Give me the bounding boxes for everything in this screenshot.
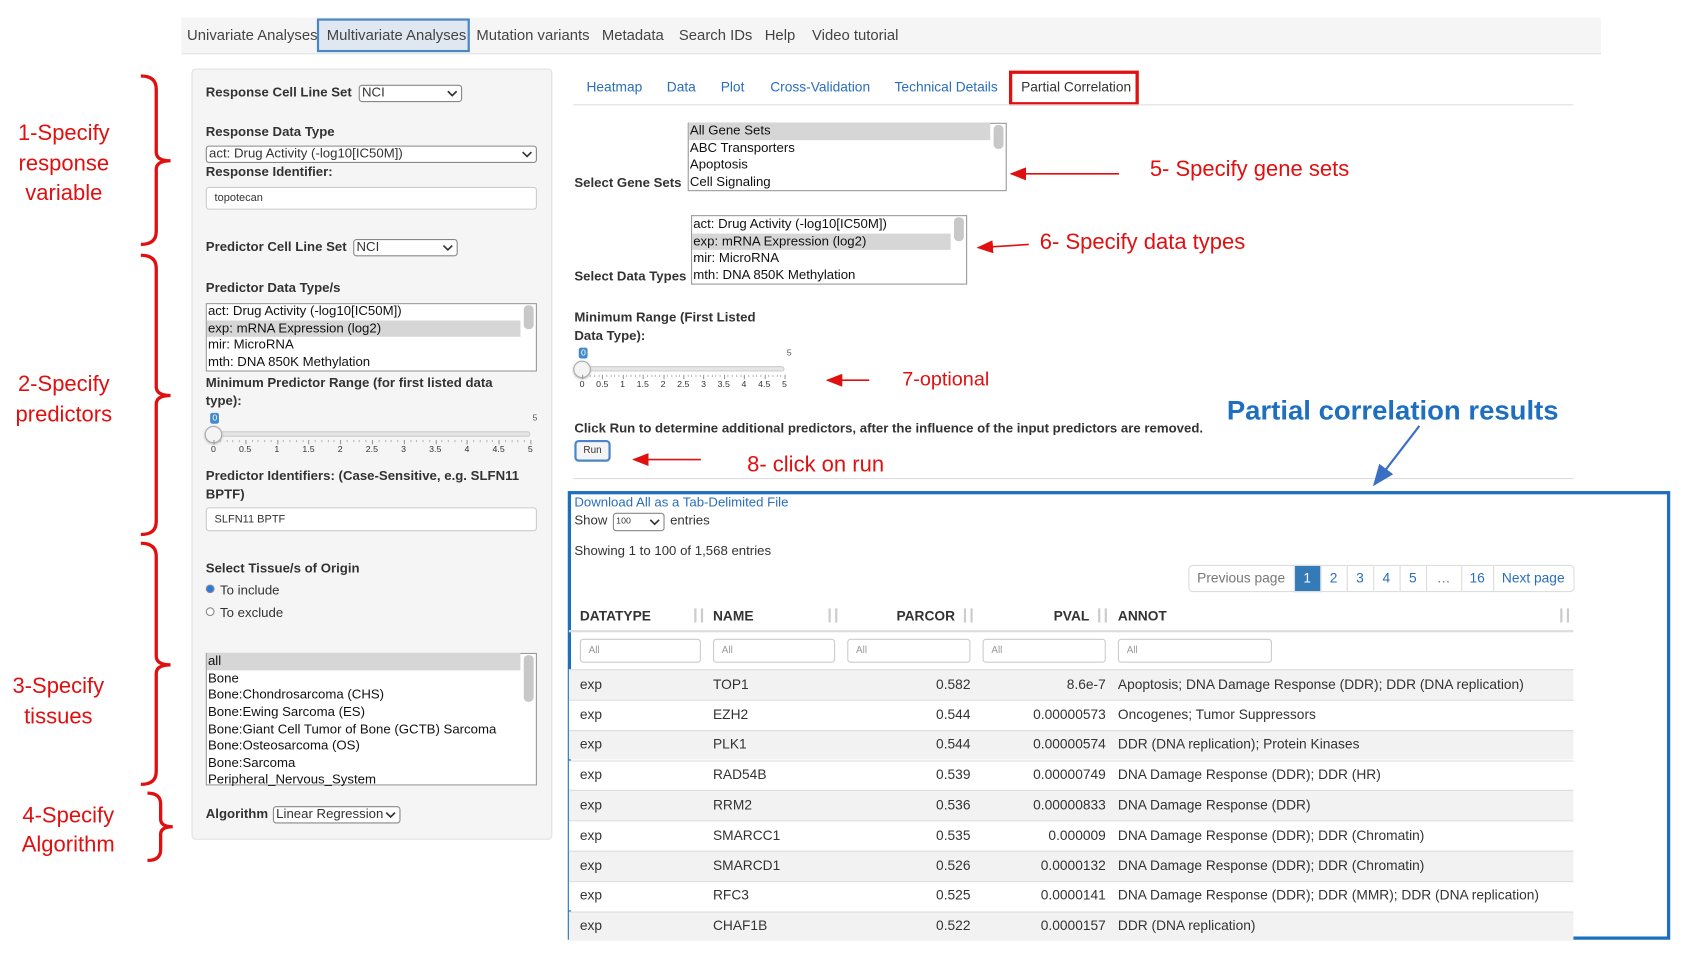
brace: [141, 76, 171, 244]
arrow: [978, 244, 1029, 247]
arrow: [1374, 426, 1419, 485]
braces: [141, 76, 173, 860]
dropdown-caret: [448, 91, 457, 95]
dropdown-caret: [443, 246, 452, 250]
arrows: [634, 174, 1119, 460]
brace: [141, 543, 171, 784]
dropdown-caret: [650, 520, 659, 524]
brace: [147, 793, 172, 860]
dropdown-caret: [386, 813, 395, 817]
brace: [141, 255, 171, 534]
dropdown-caret: [523, 152, 532, 156]
